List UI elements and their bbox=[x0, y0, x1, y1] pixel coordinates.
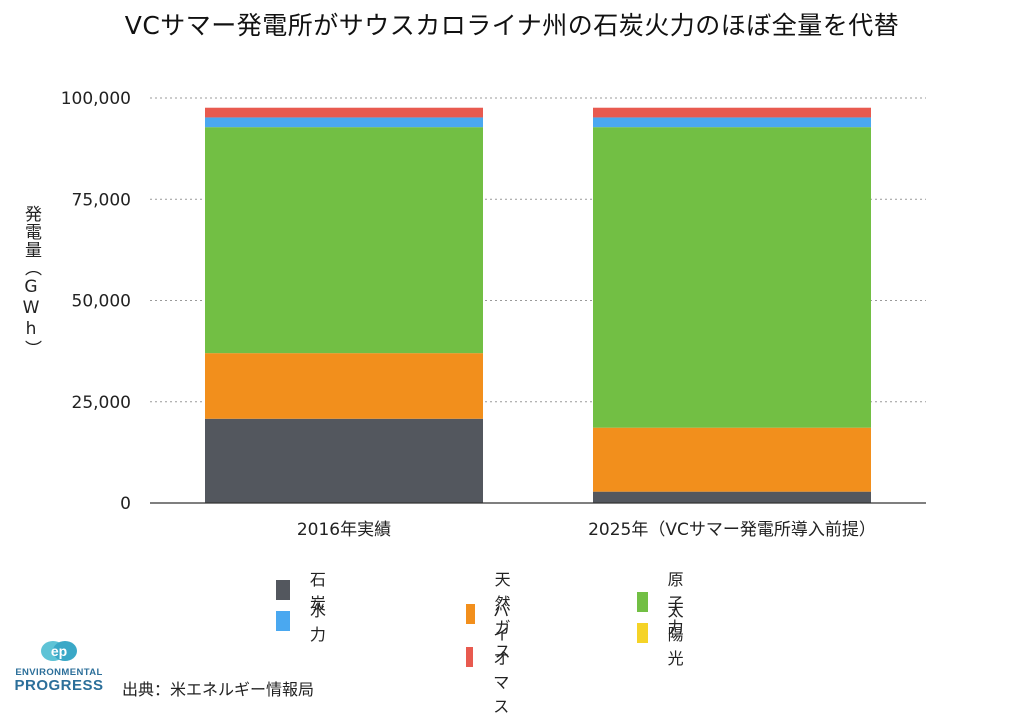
bar-segment-石炭 bbox=[205, 418, 483, 503]
bar-segment-石炭 bbox=[593, 491, 871, 503]
legend-swatch bbox=[276, 611, 290, 631]
legend-swatch bbox=[637, 592, 648, 612]
svg-text:ep: ep bbox=[51, 643, 67, 659]
x-tick-label: 2025年（VCサマー発電所導入前提） bbox=[588, 520, 876, 540]
legend-label: バイオマス bbox=[493, 601, 510, 716]
legend-label: 原子力 bbox=[667, 570, 684, 637]
y-tick-label: 50,000 bbox=[72, 292, 131, 312]
legend-item-石炭: 石炭 bbox=[276, 566, 332, 614]
y-axis-ticks: 0 25,000 50,000 75,000 100,000 bbox=[61, 89, 131, 514]
legend-item-太陽光: 太陽光 bbox=[637, 597, 693, 669]
legend-item-原子力: 原子力 bbox=[637, 566, 693, 638]
bars bbox=[205, 107, 871, 503]
legend-swatch bbox=[637, 623, 648, 643]
bar-segment-バイオマス bbox=[205, 107, 483, 118]
x-tick-label: 2016年実績 bbox=[297, 520, 391, 540]
legend-swatch bbox=[466, 647, 474, 667]
legend-swatch bbox=[466, 604, 475, 624]
source-note: 出典：米エネルギー情報局 bbox=[122, 680, 315, 699]
chart-title: VCサマー発電所がサウスカロライナ州の石炭火力のほぼ全量を代替 bbox=[124, 11, 900, 40]
x-axis-ticks: 2016年実績 2025年（VCサマー発電所導入前提） bbox=[297, 520, 876, 540]
logo: ep ENVIRONMENTAL PROGRESS bbox=[14, 639, 104, 694]
y-tick-label: 0 bbox=[120, 494, 131, 514]
legend-swatch bbox=[276, 580, 290, 600]
bar-segment-原子力 bbox=[593, 127, 871, 428]
legend-item-水力: 水力 bbox=[276, 597, 332, 645]
y-axis-label: 発電量（GWh） bbox=[21, 205, 41, 358]
logo-text-line2: PROGRESS bbox=[14, 677, 104, 694]
legend-label: 石炭 bbox=[309, 570, 326, 613]
logo-text-line1: ENVIRONMENTAL bbox=[15, 667, 103, 678]
bar-segment-天然ガス bbox=[205, 353, 483, 419]
legend-label: 水力 bbox=[309, 601, 326, 644]
legend-item-バイオマス: バイオマス bbox=[466, 597, 522, 717]
legend-label: 天然ガス bbox=[494, 570, 511, 661]
bar-segment-水力 bbox=[593, 117, 871, 128]
bar-segment-水力 bbox=[205, 117, 483, 128]
bar-segment-天然ガス bbox=[593, 427, 871, 492]
y-tick-label: 100,000 bbox=[61, 89, 131, 109]
legend-item-天然ガス: 天然ガス bbox=[466, 566, 522, 662]
y-tick-label: 25,000 bbox=[72, 393, 131, 413]
y-tick-label: 75,000 bbox=[72, 190, 131, 210]
legend-label: 太陽光 bbox=[667, 601, 684, 668]
logo-icon: ep bbox=[41, 641, 77, 661]
bar-segment-バイオマス bbox=[593, 107, 871, 118]
bar-segment-原子力 bbox=[205, 127, 483, 354]
